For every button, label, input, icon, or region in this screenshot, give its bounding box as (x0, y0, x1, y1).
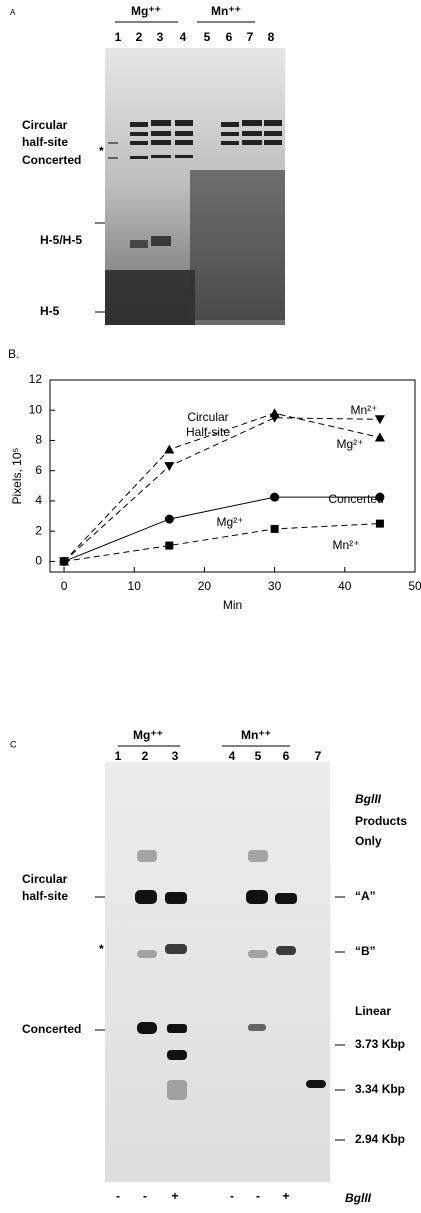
annotation: Circular (187, 410, 228, 424)
lane-number: 3 (157, 30, 164, 44)
lane-number: 3 (172, 749, 179, 763)
right-label: Linear (355, 1004, 391, 1018)
data-point (374, 432, 385, 442)
data-point (164, 514, 174, 524)
enzyme-sign: - (256, 1189, 260, 1203)
y-tick-label: 10 (29, 402, 43, 416)
series-label: Mg²⁺ (217, 515, 244, 529)
lane-number: 2 (142, 749, 149, 763)
x-tick-label: 20 (198, 579, 212, 593)
enzyme-sign: - (143, 1189, 147, 1203)
x-tick-label: 30 (268, 579, 282, 593)
panel-label: A (10, 8, 16, 17)
y-tick-label: 6 (35, 463, 42, 477)
series-line (63, 496, 380, 562)
x-tick-label: 50 (408, 579, 421, 593)
panel-label: C (10, 739, 17, 749)
group-label: Mg⁺⁺ (133, 728, 163, 742)
band-label: Concerted (22, 1022, 81, 1036)
lane-number: 6 (283, 749, 290, 763)
band-label: Concerted (22, 153, 81, 167)
data-point (374, 415, 385, 425)
series-label: Mg²⁺ (337, 437, 364, 451)
band-label: Circular (22, 118, 68, 132)
group-label: Mn⁺⁺ (241, 728, 271, 742)
y-tick-label: 0 (35, 554, 42, 568)
data-point (375, 519, 384, 528)
right-label: 2.94 Kbp (355, 1132, 405, 1146)
y-tick-label: 4 (35, 493, 42, 507)
series-line (63, 417, 380, 562)
lane-number: 2 (136, 30, 143, 44)
x-tick-label: 0 (61, 579, 68, 593)
data-point (60, 557, 69, 566)
data-point (270, 492, 280, 502)
data-point (269, 413, 280, 423)
band-label: half-site (22, 889, 68, 903)
annotation: Concerted (328, 492, 383, 506)
data-point (270, 524, 279, 533)
lane-number: 7 (247, 30, 254, 44)
right-label: “A” (355, 889, 376, 903)
right-label: Only (355, 834, 382, 848)
x-axis-label: Min (223, 598, 242, 612)
right-label: “B” (355, 944, 376, 958)
lane-number: 5 (255, 749, 262, 763)
enzyme-label: BglII (345, 1191, 372, 1205)
right-label: BglII (355, 792, 382, 806)
lane-number: 7 (315, 749, 322, 763)
series-line (63, 523, 380, 562)
x-tick-label: 40 (338, 579, 352, 593)
group-label: Mn⁺⁺ (211, 4, 241, 18)
group-label: Mg⁺⁺ (131, 4, 161, 18)
band-label: H-5 (40, 304, 60, 318)
data-point (165, 541, 174, 550)
band-label: Circular (22, 872, 68, 886)
right-label: 3.73 Kbp (355, 1037, 405, 1051)
data-point (164, 462, 175, 472)
series-label: Mn²⁺ (351, 403, 378, 417)
lane-number: 6 (226, 30, 233, 44)
lane-number: 5 (204, 30, 211, 44)
lane-number: 4 (229, 749, 236, 763)
y-tick-label: 2 (35, 523, 42, 537)
series-label: Mn²⁺ (333, 538, 360, 552)
y-tick-label: 12 (29, 372, 43, 386)
star: * (99, 942, 104, 956)
enzyme-sign: - (230, 1189, 234, 1203)
enzyme-sign: + (171, 1189, 178, 1203)
y-tick-label: 8 (35, 433, 42, 447)
plot-frame (49, 379, 416, 573)
band-label: H-5/H-5 (40, 233, 82, 247)
lane-number: 4 (180, 30, 187, 44)
panel-label: B. (8, 347, 19, 361)
x-tick-label: 10 (128, 579, 142, 593)
enzyme-sign: + (282, 1189, 289, 1203)
annotation: Half-site (186, 425, 230, 439)
star: * (99, 144, 104, 158)
gel-c (95, 745, 345, 1182)
lane-number: 1 (115, 30, 122, 44)
data-point (164, 444, 175, 454)
lane-number: 8 (268, 30, 275, 44)
gel-a (95, 21, 285, 325)
enzyme-sign: - (116, 1189, 120, 1203)
data-point (375, 492, 385, 502)
right-label: Products (355, 814, 407, 828)
right-label: 3.34 Kbp (355, 1082, 405, 1096)
band-label: half-site (22, 135, 68, 149)
lane-number: 1 (115, 749, 122, 763)
y-axis-label: Pixels, 10⁵ (10, 447, 24, 504)
